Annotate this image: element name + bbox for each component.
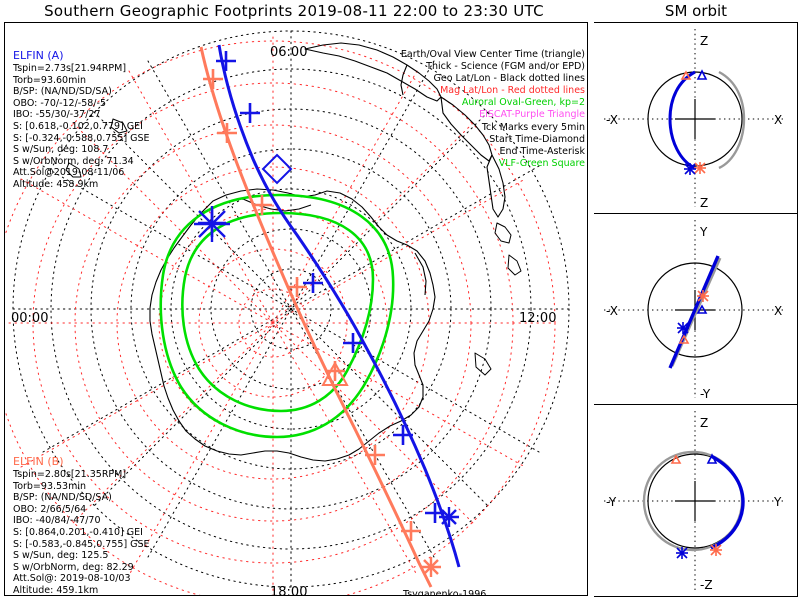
sm-yz-label-bottom: -Z bbox=[700, 578, 713, 592]
elfin-b-track bbox=[199, 46, 441, 588]
model-name: Tsyganenko-1996 bbox=[403, 589, 487, 596]
elfin-b-line: S: [-0.583,-0.845,0.755] GSE bbox=[13, 538, 150, 550]
elfin-a-line: Att.Sol@2019-08-11/06 bbox=[13, 167, 125, 179]
elfin-b-line: S w/OrbNorm, deg: 82.29 bbox=[13, 561, 134, 573]
sm-xz-orbit-gray bbox=[718, 70, 746, 170]
clock-label-00: 00:00 bbox=[11, 311, 49, 326]
sm-yz-orbit-blue bbox=[710, 454, 745, 550]
sm-xz-marker-blue bbox=[684, 69, 708, 175]
sm-orbit-panel: Z Z -X X bbox=[594, 22, 798, 597]
sm-xy-earth bbox=[647, 262, 743, 358]
sm-xz-marker-red bbox=[680, 70, 706, 174]
elfin-a-line: S w/Sun, deg: 108.7 bbox=[13, 144, 109, 156]
sm-xz-label-top: Z bbox=[700, 34, 708, 48]
sm-xy-label-top: Y bbox=[699, 225, 708, 239]
legend-item: Geo Lat/Lon - Black dotted lines bbox=[433, 73, 585, 85]
coastline-south-america bbox=[304, 42, 506, 218]
elfin-a-line: S: [-0.324,-0.588,0.755] GSE bbox=[13, 132, 150, 144]
sm-view-xy: Y -Y -X X bbox=[594, 214, 798, 405]
polar-map-svg bbox=[5, 30, 570, 595]
auroral-oval bbox=[159, 193, 395, 439]
legend-item: Tck Marks every 5min bbox=[481, 121, 585, 133]
elfin-a-name: ELFIN (A) bbox=[13, 49, 64, 62]
legend-item: Auroral Oval-Green, kp=2 bbox=[461, 97, 585, 109]
southern-footprint-map: ELFIN (A) Tspin=2.73s[21.94RPM] Torb=93.… bbox=[4, 22, 588, 596]
elfin-b-line: Altitude: 459.1km bbox=[13, 584, 99, 596]
elfin-a-start-diamond bbox=[261, 153, 293, 185]
elfin-b-line: OBO: 2/66/5/64 bbox=[13, 503, 87, 515]
elfin-a-line: B/SP: (NA/ND/SD/SA) bbox=[13, 86, 112, 98]
elfin-a-science-asterisk bbox=[194, 206, 230, 242]
sm-xy-label-left: -X bbox=[606, 304, 618, 318]
elfin-a-line: IBO: -55/30/-37/27 bbox=[13, 109, 101, 121]
sm-orbit-title: SM orbit bbox=[664, 2, 728, 20]
elfin-b-line: B/SP: (NA/ND/SD/SA) bbox=[13, 492, 112, 504]
elfin-b-line: Tspin=2.80s[21.35RPM] bbox=[13, 469, 127, 480]
elfin-b-line: Att.Sol@: 2019-08-10/03 bbox=[13, 573, 131, 585]
sm-xy-label-bottom: -Y bbox=[700, 387, 711, 401]
credit-text: Tsyganenko-1996 Created: Wed Jan 25 10:4… bbox=[403, 589, 573, 596]
coastline-islands bbox=[65, 118, 522, 376]
elfin-a-info: ELFIN (A) Tspin=2.73s[21.94RPM] Torb=93.… bbox=[13, 49, 150, 191]
mag-lon-meridians bbox=[5, 36, 556, 595]
elfin-a-line: OBO: -70/-12/-58/-5 bbox=[13, 97, 106, 109]
sm-xy-orbit-blue bbox=[668, 255, 720, 369]
legend-item: VLF-Green Square bbox=[498, 157, 585, 169]
elfin-a-line: Altitude: 458.9km bbox=[13, 178, 99, 190]
sm-yz-marker-blue bbox=[676, 453, 718, 559]
sm-yz-label-right: Y bbox=[773, 495, 782, 509]
sm-view-xz: Z Z -X X bbox=[594, 23, 798, 214]
sm-xy-label-right: X bbox=[774, 304, 782, 318]
clock-label-12: 12:00 bbox=[519, 311, 557, 326]
geo-lon-meridians bbox=[12, 30, 570, 588]
sm-xz-label-bottom: Z bbox=[700, 196, 708, 210]
sm-xz-label-right: X bbox=[774, 113, 782, 127]
elfin-b-line: IBO: -40/84/-47/70 bbox=[13, 515, 101, 527]
legend-item: Mag Lat/Lon - Red dotted lines bbox=[440, 85, 585, 97]
elfin-a-end-asterisk bbox=[439, 507, 459, 527]
elfin-b-info: ELFIN (B) Tspin=2.80s[21.35RPM] Torb=93.… bbox=[13, 455, 150, 596]
clock-label-06: 06:00 bbox=[270, 45, 308, 60]
legend-item: End Time-Asterisk bbox=[499, 145, 585, 157]
elfin-b-end-asterisk bbox=[421, 557, 441, 577]
elfin-b-tick-marks bbox=[203, 69, 421, 541]
legend-item: Earth/Oval View Center Time (triangle) bbox=[400, 49, 585, 60]
map-legend: Earth/Oval View Center Time (triangle) T… bbox=[295, 49, 585, 170]
sm-yz-marker-red bbox=[670, 454, 722, 556]
elfin-a-line: Torb=93.60min bbox=[13, 74, 87, 86]
elfin-a-line: S: [0.618,-0.102,0.779] GEI bbox=[13, 120, 143, 132]
clock-label-18: 18:00 bbox=[270, 585, 308, 596]
elfin-b-line: S: [0.864,0.201,-0.410] GEI bbox=[13, 526, 143, 538]
elfin-a-track bbox=[194, 44, 461, 568]
elfin-b-line: Torb=93.53min bbox=[13, 480, 87, 492]
elfin-b-name: ELFIN (B) bbox=[13, 455, 64, 468]
page-title: Southern Geographic Footprints 2019-08-1… bbox=[44, 2, 544, 20]
sm-yz-label-left: -Y bbox=[606, 495, 617, 509]
sm-yz-label-top: Z bbox=[700, 416, 708, 430]
sm-view-yz: Z -Z -Y Y bbox=[594, 405, 798, 597]
legend-item: Start Time-Diamond bbox=[489, 133, 585, 145]
sm-xy-marker-red bbox=[678, 290, 709, 344]
elfin-b-line: S w/Sun, deg: 125.5 bbox=[13, 550, 109, 562]
elfin-a-line: S w/OrbNorm, deg: 71.34 bbox=[13, 155, 134, 167]
legend-item: EISCAT-Purple Triangle bbox=[479, 109, 585, 121]
legend-item: Thick - Science (FGM and/or EPD) bbox=[426, 61, 585, 73]
sm-xz-label-left: -X bbox=[606, 113, 618, 127]
elfin-a-line: Tspin=2.73s[21.94RPM] bbox=[13, 63, 127, 74]
elfin-b-center-triangle bbox=[321, 360, 349, 386]
sm-xz-orbit-blue bbox=[668, 70, 696, 170]
sm-xy-marker-blue bbox=[677, 304, 708, 334]
